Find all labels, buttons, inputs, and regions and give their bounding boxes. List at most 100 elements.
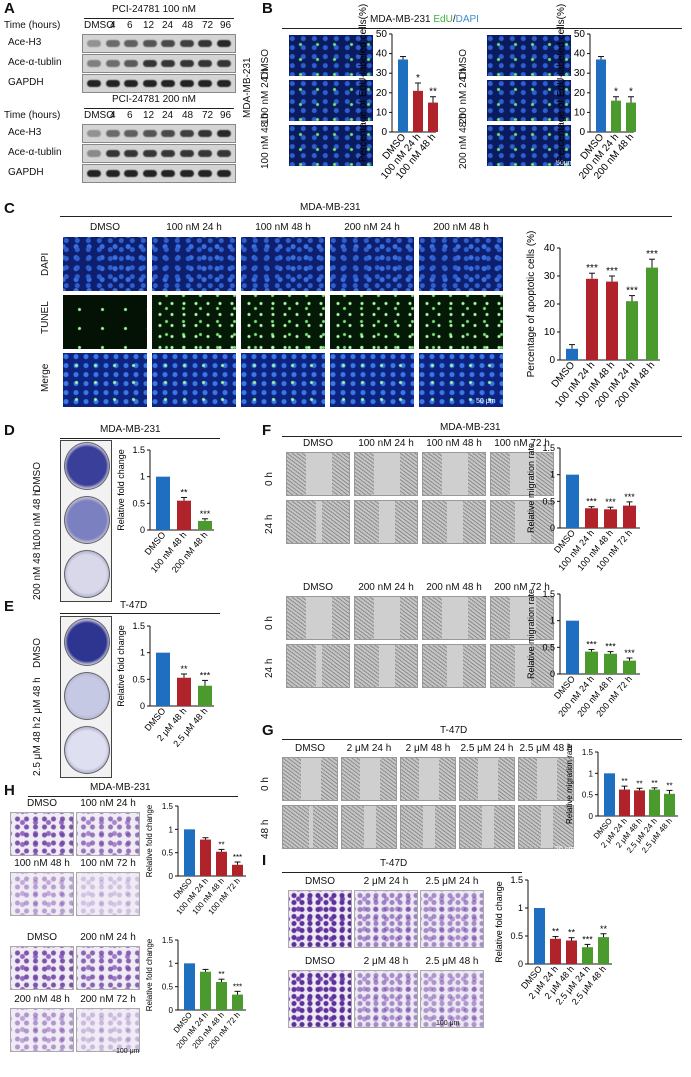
blot-band [216,130,231,137]
wound-gap [309,806,313,848]
y-tick-label: 1 [169,959,174,968]
blot-band [87,150,101,157]
panel-b-title-prefix: MDA-MB-231 [370,14,434,25]
blot-band [198,80,212,87]
transwell-image [354,970,418,1028]
bar [156,476,170,530]
blot-band [105,130,120,137]
wound-image [354,644,418,688]
transwell-label: 2 μM 24 h [363,876,409,887]
y-tick-label: 1.5 [132,445,145,455]
bar-chart-b2: 0 10 20 30 40 50 Percentage of EdU-labeled cel… [556,4,636,182]
blot-title: PCI-24781 200 nM [112,94,196,105]
tunel-image [240,294,326,350]
time-point: 48 [182,20,194,31]
y-tick-label: 30 [376,68,388,79]
bar [582,947,593,964]
y-tick-label: 1.5 [132,621,145,631]
bar [649,789,660,816]
transwell-image [76,872,140,916]
bar [232,864,243,876]
transwell-image [288,890,352,948]
y-tick-label: 1 [169,825,174,834]
y-tick-label: 1.5 [162,802,174,811]
bar [550,938,561,964]
wound-image [286,452,350,496]
tunel-image [329,352,415,408]
y-tick-label: 0 [169,872,174,881]
time-point: DMSO [84,20,114,31]
tunel-image [62,236,148,292]
wound-image [518,757,574,801]
blot-band [124,130,138,137]
wound-image [286,500,350,544]
panel-g-rule [282,739,682,740]
y-tick-label: 1.5 [542,443,555,453]
wound-gap [482,806,494,848]
wound-image [422,596,486,640]
blot-band [161,80,175,87]
panel-e-title: T-47D [120,600,148,611]
bar [200,971,211,1010]
panel-f-rule [282,436,682,437]
y-tick-label: 20 [544,299,556,310]
wound-image [354,596,418,640]
wound-col-header: 100 nM 48 h [426,438,482,449]
significance-mark: *** [233,982,242,991]
wound-col-header: 2 μM 24 h [346,743,392,754]
transwell-image [76,1008,140,1052]
y-tick-label: 1 [140,648,145,658]
wound-gap [510,453,536,495]
y-tick-label: 1.5 [162,936,174,945]
time-point: DMSO [84,110,114,121]
blot-band [161,40,175,47]
y-tick-label: 0.5 [162,983,174,992]
y-tick-label: 1 [550,470,555,480]
wound-gap [301,758,321,800]
significance-mark: *** [624,492,635,502]
bar [566,348,578,360]
wound-image [341,757,397,801]
y-tick-label: 0 [140,701,145,711]
wound-image [518,805,574,849]
panel-e-rule [60,613,220,614]
transwell-image [10,946,74,990]
y-tick-label: 0 [549,355,555,366]
tunel-image [418,294,504,350]
blot-band [198,170,212,177]
edu-image [288,34,374,77]
bar [428,102,438,132]
blot-strip [82,144,236,163]
bar [177,500,191,530]
blot-strip [82,34,236,53]
significance-mark: ** [218,970,224,979]
significance-mark: *** [586,639,597,649]
significance-mark: *** [586,263,598,274]
y-tick-label: 0 [579,127,585,138]
y-axis-label: Percentage of EdU-labeled cells(%) [358,4,369,162]
bar [216,851,227,876]
y-tick-label: 10 [544,327,556,338]
wound-image [490,452,554,496]
tunel-image [62,294,148,350]
bar [566,474,579,528]
scale-bar-label: 100 μm [436,1020,460,1027]
blot-row-label: GAPDH [8,167,44,178]
wound-gap [360,758,380,800]
blot-band [142,130,157,137]
wound-image [490,596,554,640]
blot-band [216,170,231,177]
wound-image [459,757,515,801]
y-tick-label: 1 [550,616,555,626]
blot-band [142,150,157,157]
transwell-image [10,1008,74,1052]
wound-gap [374,597,400,639]
scale-bar-label: 50 μm [476,398,496,405]
scale-bar-label: 20 μm [555,846,575,853]
tunel-col-header: 100 nM 24 h [166,222,222,233]
wound-gap [515,645,531,687]
wound-col-header: DMSO [303,582,333,593]
blot-row-label: GAPDH [8,77,44,88]
